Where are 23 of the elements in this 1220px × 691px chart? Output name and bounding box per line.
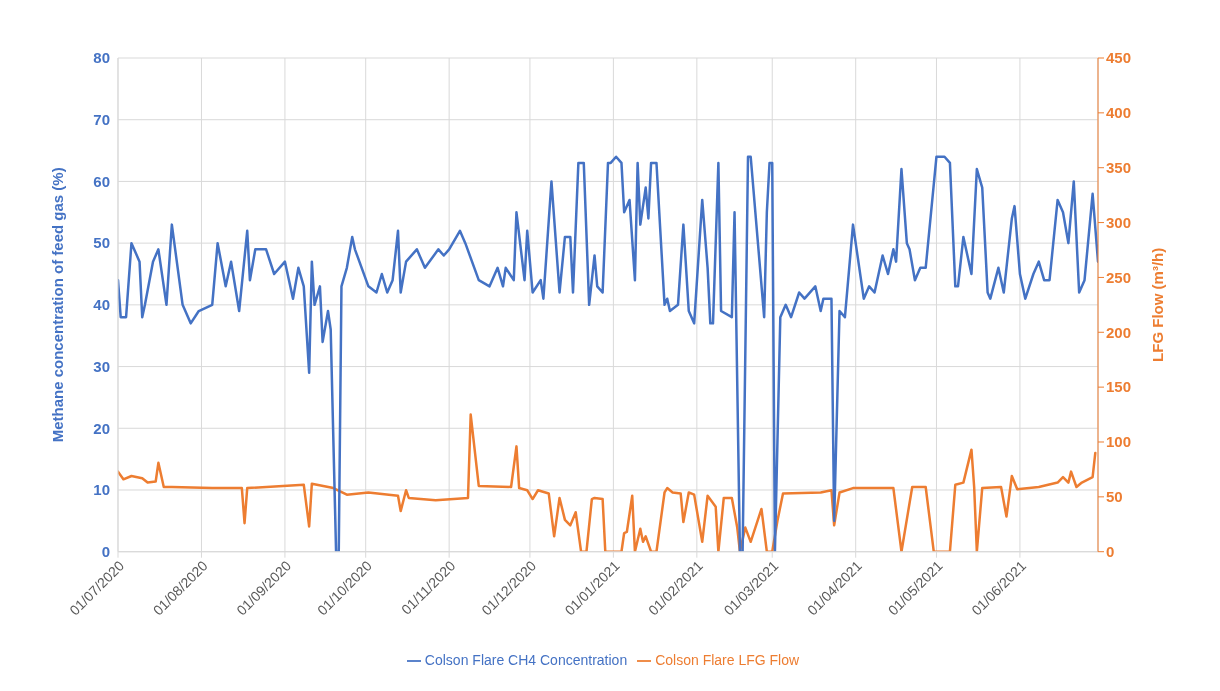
y2-tick-label: 300 (1106, 213, 1132, 231)
y2-tick-label: 50 (1106, 488, 1123, 506)
y-tick-label: 80 (93, 49, 110, 67)
y-tick-label: 20 (93, 419, 110, 437)
y2-tick-label: 200 (1106, 323, 1132, 341)
y2-tick-label: 450 (1106, 49, 1132, 67)
y2-tick-label: 100 (1106, 433, 1132, 451)
y2-tick-label: 150 (1106, 378, 1132, 396)
y-tick-label: 10 (93, 481, 110, 499)
y-tick-label: 50 (93, 234, 110, 252)
y2-tick-label: 250 (1106, 268, 1132, 286)
y2-tick-label: 400 (1106, 104, 1132, 122)
y-axis-title: Methane concentration of feed gas (%) (49, 167, 67, 443)
y-tick-label: 60 (93, 172, 110, 190)
y-tick-label: 30 (93, 357, 110, 375)
legend-label: Colson Flare LFG Flow (655, 651, 800, 668)
y2-tick-label: 350 (1106, 159, 1132, 177)
y2-axis-title: LFG Flow (m³/h) (1149, 247, 1167, 362)
y2-tick-label: 0 (1106, 543, 1115, 561)
y-tick-label: 0 (101, 543, 110, 561)
y-tick-label: 40 (93, 296, 110, 314)
y-tick-label: 70 (93, 111, 110, 129)
legend-label: Colson Flare CH4 Concentration (424, 651, 628, 668)
